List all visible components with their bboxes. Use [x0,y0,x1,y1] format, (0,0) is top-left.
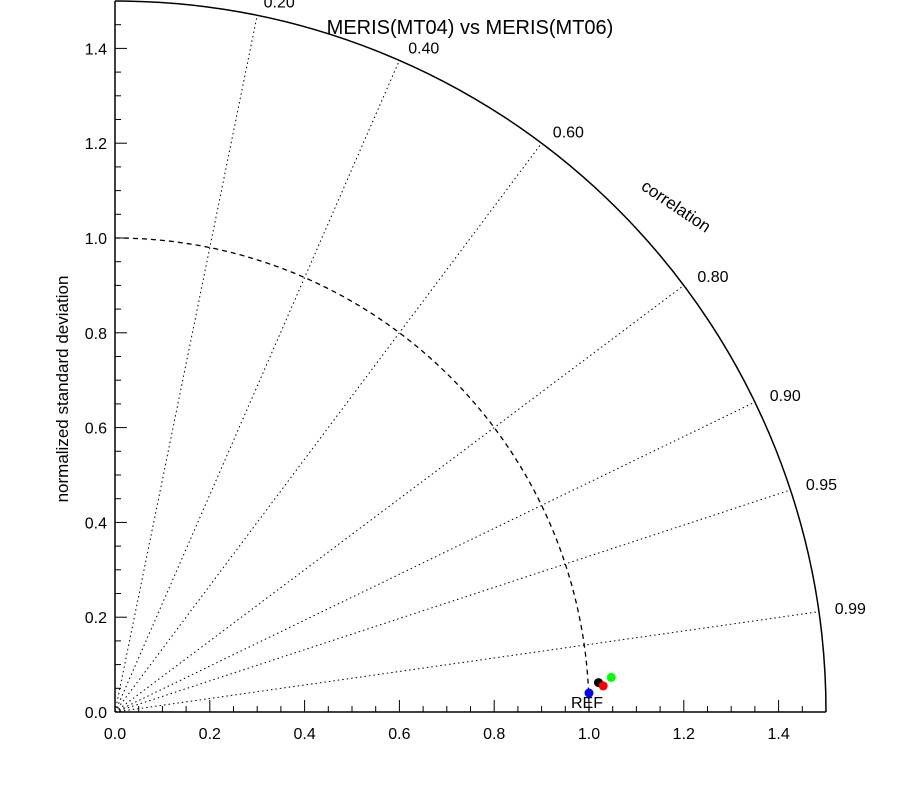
x-tick-label: 0.2 [199,726,221,743]
grid-layer: 0.20 0.40 0.60 0.80 0.90 0.95 0.99 [114,0,866,713]
y-tick-label: 0.4 [85,515,107,532]
data-point [598,681,608,691]
correlation-tick-label: 0.40 [408,40,439,57]
correlation-line [114,489,791,713]
correlation-tick-label: 0.99 [835,601,866,618]
x-tick-label: 1.2 [673,726,695,743]
chart-title: MERIS(MT04) vs MERIS(MT06) [327,17,614,39]
y-tick-label: 0.6 [85,421,107,438]
correlation-line [114,15,258,713]
correlation-line [114,60,400,713]
x-tick-label: 1.4 [767,726,789,743]
correlation-tick-label: 0.20 [264,0,295,12]
y-tick-label: 0.2 [85,610,107,627]
correlation-tick-label: 0.90 [770,388,801,405]
axes-layer: 0.0 0.2 0.4 0.6 0.8 1.0 1.2 1.4 0.0 0.2 0.4 0.6 0.8 1… [85,0,827,743]
correlation-label: correlation [638,176,714,236]
x-tick-label: 0.8 [483,726,505,743]
data-point [584,688,594,698]
y-tick-label: 1.4 [85,41,107,58]
reference-label: REF [571,695,603,712]
correlation-line [114,142,542,713]
data-points-layer: REF [571,672,616,712]
y-axis-label: normalized standard deviation [53,276,72,503]
x-tick-label: 0.4 [293,726,315,743]
correlation-tick-label: 0.95 [806,477,837,494]
outer-arc [114,0,827,713]
data-point [606,672,616,682]
correlation-tick-label: 0.80 [697,269,728,286]
y-tick-label: 0.8 [85,326,107,343]
x-tick-label: 1.0 [578,726,600,743]
x-tick-label: 0.6 [388,726,410,743]
reference-std-arc [114,237,590,713]
correlation-tick-label: 0.60 [553,125,584,142]
y-tick-label: 1.0 [85,231,107,248]
x-tick-label: 0.0 [104,726,126,743]
correlation-line [114,284,685,713]
y-tick-label: 1.2 [85,136,107,153]
y-tick-label: 0.0 [85,705,107,722]
correlation-line [114,611,819,713]
correlation-line [114,401,756,713]
